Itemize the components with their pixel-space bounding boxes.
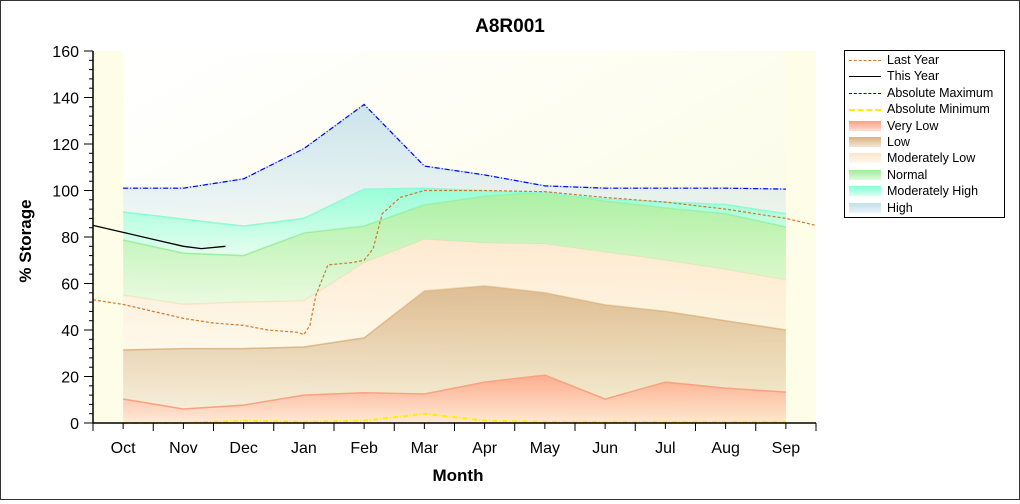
x-tick-label: Jun	[592, 440, 618, 457]
band-very-low	[123, 375, 786, 423]
y-tick-label: 140	[52, 91, 79, 108]
series-absolute-minimum	[123, 412, 786, 424]
legend-item-low: Low	[845, 134, 1004, 150]
band-moderately-high	[123, 188, 786, 256]
legend-label: Absolute Minimum	[887, 102, 990, 117]
y-axis-label: % Storage	[16, 199, 35, 282]
legend-swatch	[849, 202, 881, 213]
legend-label: Low	[887, 135, 910, 149]
legend-swatch	[849, 76, 881, 78]
legend-item-high: High	[845, 200, 1004, 216]
legend-swatch	[849, 120, 881, 131]
legend-swatch	[849, 169, 881, 180]
legend-label: High	[887, 200, 913, 215]
x-tick-label: Feb	[350, 440, 378, 457]
legend-item-absolute-minimum: Absolute Minimum	[845, 101, 1004, 117]
legend-item-moderately-low: Moderately Low	[845, 150, 1004, 166]
x-tick-label: Dec	[229, 440, 257, 457]
x-tick-label: Jan	[291, 440, 317, 457]
legend-swatch	[849, 109, 881, 112]
x-tick-label: Oct	[111, 440, 136, 457]
y-tick-label: 0	[70, 416, 79, 433]
series-this-year	[92, 224, 226, 250]
x-tick-label: Sep	[772, 440, 801, 457]
x-tick-label: Mar	[411, 440, 439, 457]
legend-label: Very Low	[887, 118, 939, 133]
y-tick-label: 40	[61, 323, 79, 340]
y-tick-label: 120	[52, 137, 79, 154]
legend-swatch	[849, 153, 881, 164]
band-low	[123, 285, 786, 410]
legend-swatch	[849, 60, 881, 61]
x-tick-label: May	[530, 440, 560, 457]
legend-label: This Year	[887, 69, 940, 84]
legend-swatch	[849, 92, 881, 94]
legend-item-this-year: This Year	[845, 68, 1004, 84]
y-tick-label: 100	[52, 184, 79, 201]
series-absolute-maximum	[123, 103, 786, 190]
legend-swatch	[849, 186, 881, 197]
legend-label: Moderately Low	[887, 151, 976, 166]
x-tick-label: Nov	[169, 440, 197, 457]
legend-label: Moderately High	[887, 184, 979, 199]
band-moderately-low	[123, 239, 786, 350]
y-tick-label: 160	[52, 44, 79, 61]
x-tick-label: Aug	[711, 440, 739, 457]
legend-item-normal: Normal	[845, 167, 1004, 183]
legend-swatch	[849, 137, 881, 147]
legend: Last Year This Year Absolute Maximum Absolu…	[844, 50, 1005, 218]
y-tick-label: 60	[61, 277, 79, 294]
legend-item-last-year: Last Year	[845, 52, 1004, 68]
legend-item-moderately-high: Moderately High	[845, 183, 1004, 199]
x-axis-label: Month	[433, 466, 484, 485]
series-last-year	[92, 189, 817, 336]
y-tick-label: 20	[61, 370, 79, 387]
legend-item-absolute-maximum: Absolute Maximum	[845, 85, 1004, 101]
y-tick-label: 80	[61, 230, 79, 247]
x-tick-label: Jul	[655, 440, 675, 457]
x-tick-label: Apr	[472, 440, 498, 457]
legend-label: Absolute Maximum	[887, 85, 994, 100]
legend-label: Normal	[887, 167, 928, 182]
legend-label: Last Year	[887, 53, 940, 67]
band-high	[123, 104, 786, 227]
chart-title: A8R001	[475, 16, 545, 37]
band-normal	[123, 191, 786, 305]
legend-item-very-low: Very Low	[845, 118, 1004, 134]
